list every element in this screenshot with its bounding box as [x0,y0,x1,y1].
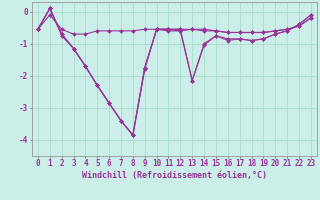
X-axis label: Windchill (Refroidissement éolien,°C): Windchill (Refroidissement éolien,°C) [82,171,267,180]
